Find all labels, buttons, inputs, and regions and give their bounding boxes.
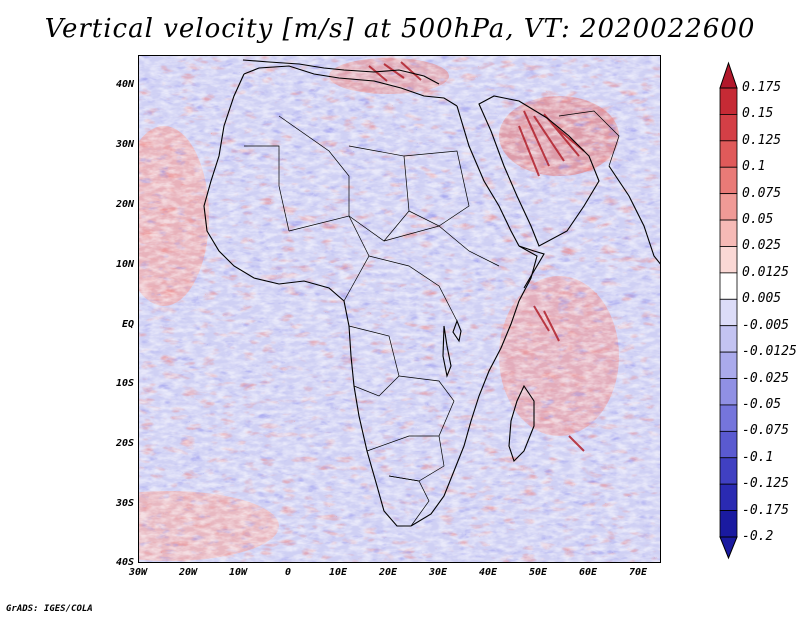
colorbar-label: 0.0125 <box>742 264 789 280</box>
colorbar-label: -0.0125 <box>742 344 797 360</box>
lon-label-10e: 10E <box>328 567 348 578</box>
colorbar-box <box>719 114 738 142</box>
colorbar-label: -0.005 <box>742 317 789 333</box>
colorbar-box <box>719 246 738 274</box>
grads-credit: GrADS: IGES/COLA <box>6 604 93 614</box>
colorbar-box <box>719 351 738 379</box>
colorbar-top-arrow <box>719 61 738 89</box>
colorbar-box <box>719 404 738 432</box>
colorbar-label: 0.025 <box>742 238 782 254</box>
colorbar-label: -0.125 <box>742 476 789 492</box>
colorbar-box <box>719 325 738 353</box>
lat-label-20s: 20S <box>115 438 134 449</box>
colorbar-box <box>719 378 738 406</box>
chart-title: Vertical velocity [m/s] at 500hPa, VT: 2… <box>44 14 756 44</box>
colorbar-label: -0.075 <box>742 423 789 439</box>
coastlines <box>203 59 660 527</box>
lon-label-50e: 50E <box>528 567 548 578</box>
strong-ascent-streaks <box>368 61 585 452</box>
colorbar-label: 0.05 <box>742 212 774 228</box>
colorbar-box <box>719 483 738 511</box>
lon-label-60e: 60E <box>578 567 598 578</box>
colorbar-label: 0.125 <box>742 132 782 148</box>
colorbar-label: 0.15 <box>742 106 774 122</box>
colorbar-boxes <box>719 87 738 538</box>
colorbar-label: -0.1 <box>742 449 774 465</box>
colorbar-label: 0.175 <box>742 80 782 95</box>
lat-label-30n: 30N <box>115 139 134 150</box>
lon-label-30w: 30W <box>128 567 148 578</box>
colorbar-box <box>719 166 738 195</box>
colorbar-label: -0.175 <box>742 502 789 518</box>
velocity-field-map <box>139 56 660 562</box>
colorbar-label: -0.05 <box>742 396 782 412</box>
colorbar-box <box>719 193 738 221</box>
colorbar-box <box>719 298 738 327</box>
lat-label-40s: 40S <box>115 557 134 568</box>
lon-label-70e: 70E <box>628 567 648 578</box>
colorbar-box <box>719 219 738 247</box>
lat-label-30s: 30S <box>115 498 134 509</box>
colorbar-bottom-arrow <box>719 536 738 560</box>
colorbar-box <box>719 510 738 538</box>
country-borders <box>244 110 620 527</box>
lon-label-30e: 30E <box>428 567 448 578</box>
colorbar-label: 0.005 <box>742 291 782 307</box>
colorbar-box <box>719 457 738 485</box>
lon-label-10w: 10W <box>228 567 248 578</box>
lat-label-10n: 10N <box>115 259 134 270</box>
lat-label-20n: 20N <box>115 199 134 210</box>
lon-label-20e: 20E <box>378 567 398 578</box>
colorbar-label: -0.025 <box>742 370 789 386</box>
colorbar-box <box>719 430 738 459</box>
lat-label-40n: 40N <box>115 79 134 90</box>
lon-label-40e: 40E <box>478 567 498 578</box>
map-panel <box>138 55 661 563</box>
colorbar-box <box>719 140 738 168</box>
field-texture-white <box>139 56 660 562</box>
colorbar-label: 0.1 <box>742 159 766 175</box>
lat-label-10s: 10S <box>115 378 134 389</box>
lon-label-0: 0 <box>284 567 292 578</box>
lon-label-20w: 20W <box>178 567 198 578</box>
colorbar-box <box>719 272 738 300</box>
colorbar-label: 0.075 <box>742 185 782 201</box>
lat-label-eq: EQ <box>121 319 134 330</box>
colorbar-label: -0.2 <box>742 529 774 544</box>
colorbar-box <box>719 87 738 115</box>
